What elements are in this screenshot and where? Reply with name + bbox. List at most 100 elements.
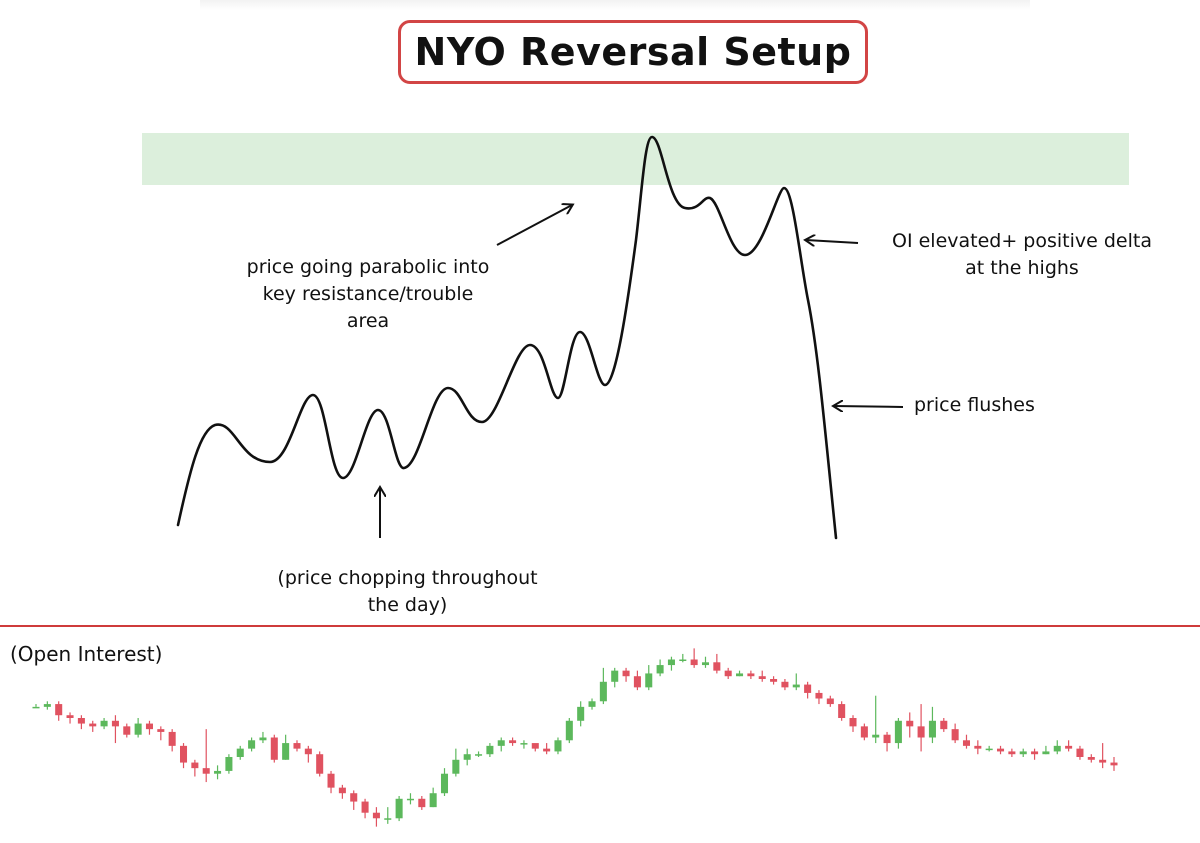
candle-body xyxy=(588,701,596,707)
candle-body xyxy=(633,676,641,688)
candle xyxy=(633,670,641,691)
candle-body xyxy=(611,670,619,682)
candle-body xyxy=(168,731,176,746)
candle xyxy=(962,734,971,749)
candle-body xyxy=(1053,745,1061,752)
candle-body xyxy=(486,745,494,755)
candle xyxy=(509,737,517,746)
candle-body xyxy=(906,720,914,727)
chop-annotation: (price chopping throughout the day) xyxy=(255,565,560,619)
price-path xyxy=(176,135,838,540)
candle xyxy=(123,723,131,738)
candle xyxy=(770,676,778,685)
candle-body xyxy=(690,659,698,666)
candle xyxy=(497,737,505,752)
candle xyxy=(225,754,233,774)
candle-body xyxy=(66,715,74,718)
candle xyxy=(111,715,119,744)
candle-body xyxy=(225,757,233,771)
candle xyxy=(1110,757,1118,771)
candle-body xyxy=(928,720,936,738)
candle xyxy=(236,745,244,760)
candle xyxy=(577,701,585,727)
arrow-to-resistance xyxy=(496,205,572,246)
top-shadow xyxy=(200,0,1030,10)
candle xyxy=(679,653,687,663)
candle xyxy=(690,648,698,668)
candle-body xyxy=(123,726,131,735)
candle xyxy=(316,751,324,777)
candle-body xyxy=(452,759,460,774)
candle xyxy=(1019,748,1027,757)
candle xyxy=(951,723,959,744)
candle xyxy=(713,653,721,674)
candle xyxy=(565,718,573,744)
candle-body xyxy=(838,704,846,718)
candle-body xyxy=(32,706,40,709)
candle xyxy=(384,807,392,824)
candle-body xyxy=(55,704,63,716)
candle-body xyxy=(497,740,505,746)
candle xyxy=(1076,745,1084,760)
candle-body xyxy=(883,734,891,744)
candle-body xyxy=(1042,751,1050,755)
candle-body xyxy=(713,662,721,671)
candle-body xyxy=(327,773,335,788)
chop-line-1: (price chopping throughout xyxy=(277,567,538,589)
candle xyxy=(43,701,51,710)
candle-body xyxy=(860,726,868,738)
candle-body xyxy=(736,673,744,677)
oi-line-1: OI elevated+ positive delta xyxy=(892,230,1152,252)
candle-body xyxy=(350,793,358,802)
candle xyxy=(815,690,823,705)
candle xyxy=(259,731,267,744)
candle-body xyxy=(1110,762,1118,766)
candle xyxy=(202,729,210,783)
candle-body xyxy=(270,737,278,760)
arrow-to-highs xyxy=(806,240,859,243)
candle xyxy=(55,701,63,721)
parabolic-line-3: area xyxy=(346,310,390,332)
candle-body xyxy=(43,704,51,707)
candle-body xyxy=(202,768,210,774)
candle xyxy=(599,667,607,705)
candle-body xyxy=(792,684,800,688)
candle-body xyxy=(872,734,880,738)
candle-body xyxy=(679,659,687,661)
candle xyxy=(350,790,358,810)
candle-body xyxy=(543,748,551,752)
candle-body xyxy=(293,743,301,749)
candle xyxy=(145,720,153,735)
candle-body xyxy=(248,740,256,749)
candle-body xyxy=(940,720,948,730)
candle xyxy=(974,740,982,755)
candle xyxy=(1053,740,1061,755)
candle-body xyxy=(894,720,902,744)
candle-body xyxy=(1099,759,1107,763)
candle-body xyxy=(440,773,449,794)
candle-body xyxy=(645,673,653,688)
candle xyxy=(588,698,596,710)
candle xyxy=(1087,754,1095,763)
candle-body xyxy=(701,662,710,666)
candle-body xyxy=(985,748,993,751)
parabolic-line-2: key resistance/trouble xyxy=(262,283,474,305)
candle-body xyxy=(509,740,517,744)
candle xyxy=(1008,748,1016,757)
candle-body xyxy=(1008,751,1016,755)
candle xyxy=(157,726,165,741)
candle-body xyxy=(134,723,142,735)
candle xyxy=(928,706,936,744)
candle-body xyxy=(100,720,108,727)
candle xyxy=(89,720,97,732)
title-box: NYO Reversal Setup xyxy=(398,20,868,84)
candle-body xyxy=(77,718,85,724)
candle-body xyxy=(951,729,959,741)
candle xyxy=(667,656,675,671)
candle-body xyxy=(599,681,607,702)
candle-body xyxy=(656,665,664,674)
candle xyxy=(849,715,857,732)
candle-body xyxy=(565,720,573,741)
candle xyxy=(361,798,369,819)
